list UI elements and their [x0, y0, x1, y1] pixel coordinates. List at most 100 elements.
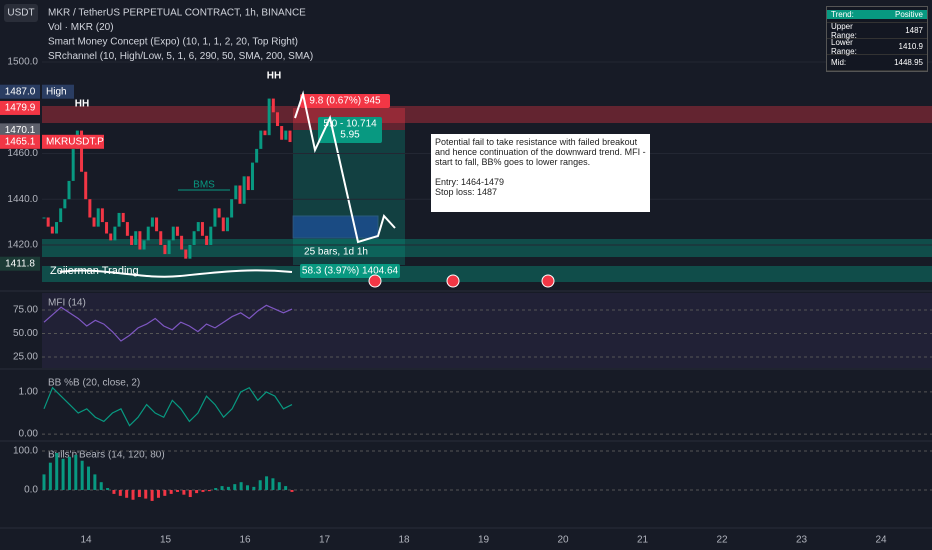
x-tick-label: 22 — [716, 535, 728, 546]
event-icon[interactable] — [446, 274, 460, 288]
candle — [263, 130, 267, 136]
bulls-bar — [195, 489, 199, 494]
risk-label: 9.8 (0.67%) 945 — [309, 96, 381, 107]
table-cell: 1448.95 — [894, 58, 923, 67]
price-tag-text: High — [46, 86, 67, 97]
note-entry: Entry: 1464-1479 — [435, 177, 505, 187]
price-tag — [0, 256, 40, 271]
ratio-label: 5.95 — [340, 130, 360, 141]
candle — [242, 176, 246, 204]
currency-label[interactable]: USDT — [7, 8, 34, 19]
candle — [63, 199, 67, 209]
candle — [42, 217, 46, 219]
price-tag-label: 1470.1 — [5, 125, 36, 136]
price-tag — [0, 84, 40, 99]
candle — [59, 208, 63, 223]
brand-label: Zeiierman Trading — [50, 265, 139, 277]
y-tick-label: 1440.0 — [7, 194, 38, 205]
event-icon[interactable] — [541, 274, 555, 288]
candle — [184, 249, 188, 259]
x-tick-label: 17 — [319, 535, 331, 546]
y-tick-label: 1.00 — [19, 387, 39, 398]
x-tick-label: 19 — [478, 535, 490, 546]
bulls-bar — [106, 488, 110, 490]
bulls-bar — [258, 480, 262, 490]
bulls-bar — [99, 482, 103, 490]
candle — [213, 208, 217, 227]
bulls-bar — [150, 489, 154, 501]
bars-label: 25 bars, 1d 1h — [304, 247, 368, 258]
bulls-bar — [182, 489, 186, 495]
candle — [217, 208, 221, 218]
y-tick-label: 25.00 — [13, 352, 38, 363]
x-tick-label: 14 — [80, 535, 92, 546]
candle — [92, 217, 96, 227]
candle — [196, 222, 200, 232]
legend-line: MKR / TetherUS PERPETUAL CONTRACT, 1h, B… — [48, 8, 306, 19]
candle — [46, 217, 50, 227]
candle — [225, 217, 229, 232]
bulls-bar — [220, 486, 224, 490]
price-tag-extra — [42, 84, 74, 99]
mfi-pane — [42, 293, 932, 368]
hh-label: HH — [75, 99, 89, 110]
legend-line: SRchannel (10, High/Low, 5, 1, 6, 290, 5… — [48, 51, 313, 62]
currency-button[interactable] — [4, 4, 38, 22]
ratio-label: 5.0 - 10.714 — [323, 119, 377, 130]
candle — [142, 240, 146, 250]
pane-title: BB %B (20, close, 2) — [48, 378, 140, 389]
candle — [125, 222, 129, 236]
price-tag-label: 1411.8 — [5, 258, 35, 269]
x-tick-label: 18 — [398, 535, 410, 546]
candle — [163, 244, 167, 255]
bulls-bar — [156, 489, 160, 498]
legend-line: Vol · MKR (20) — [48, 22, 114, 33]
bulls-bar — [207, 489, 211, 492]
candle — [80, 130, 84, 172]
bulls-bar — [290, 489, 294, 492]
bulls-bar — [188, 489, 192, 498]
bulls-bar — [42, 474, 46, 490]
bulls-bar — [61, 458, 65, 490]
bulls-bar — [80, 460, 84, 490]
bulls-bar — [74, 454, 78, 490]
bulls-bar — [271, 478, 275, 490]
candle — [238, 185, 242, 204]
bulls-bar — [118, 489, 122, 496]
candle — [200, 222, 204, 236]
note-text: Potential fail to take resistance with f… — [435, 137, 646, 167]
candle — [138, 231, 142, 250]
y-tick-label: 100.0 — [13, 446, 38, 457]
event-icon[interactable] — [368, 274, 382, 288]
table-cell: Trend: — [827, 10, 877, 19]
bms-label: BMS — [193, 180, 215, 191]
candle — [109, 233, 113, 241]
table-cell: Upper Range: — [831, 21, 857, 40]
table-cell: 1410.9 — [898, 42, 923, 51]
price-tag-label: 1465.1 — [5, 136, 36, 147]
candle — [284, 130, 288, 140]
candle — [117, 212, 121, 227]
bulls-bar — [226, 486, 230, 490]
candle — [134, 231, 138, 245]
price-tag-label: 1487.0 — [5, 86, 36, 97]
x-tick-label: 20 — [557, 535, 569, 546]
bulls-bar — [67, 456, 71, 490]
candle — [280, 126, 284, 140]
bulls-bar — [169, 489, 173, 494]
legend-line: Smart Money Concept (Expo) (10, 1, 1, 2,… — [48, 37, 298, 48]
candle — [234, 185, 238, 200]
candle — [150, 217, 154, 227]
candle — [159, 231, 163, 245]
candle — [246, 176, 250, 191]
candle — [121, 212, 125, 223]
price-tag-text: MKRUSDT.P — [46, 136, 104, 147]
candle — [230, 199, 234, 218]
candle — [88, 199, 92, 218]
y-tick-label: 1500.0 — [7, 57, 38, 68]
bulls-bar — [201, 489, 205, 492]
table-cell: Positive — [877, 10, 927, 19]
price-tag — [0, 134, 40, 149]
candle — [55, 222, 59, 234]
